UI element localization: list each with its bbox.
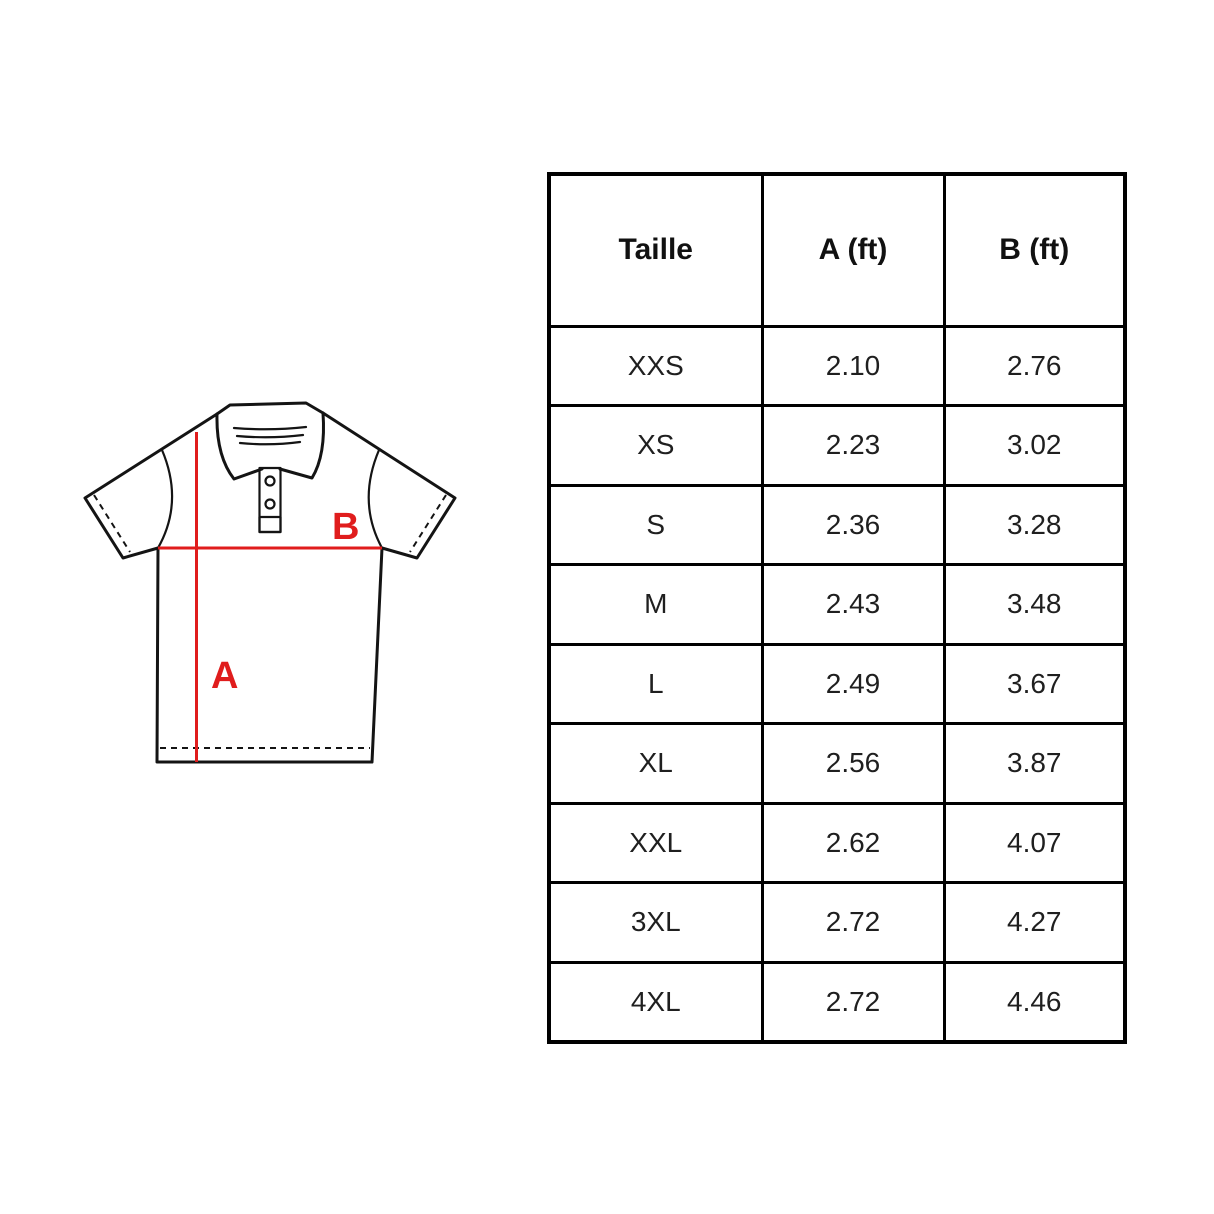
a-value-cell: 2.56 [760,722,946,805]
collar-fold-line-2 [235,433,305,439]
a-value-cell: 2.43 [760,563,946,646]
b-value-cell: 3.02 [942,404,1127,487]
collar-fold-line-3 [238,440,302,446]
b-value-cell: 4.27 [942,881,1127,964]
a-value-cell: 2.36 [760,483,946,566]
header-row: Taille A (ft) B (ft) [547,172,1127,328]
size-table-header: Taille A (ft) B (ft) [547,172,1127,328]
b-value-cell: 3.67 [942,642,1127,725]
size-cell: M [547,563,764,646]
size-cell: XL [547,722,764,805]
a-value-cell: 2.10 [760,324,946,407]
a-value-cell: 2.72 [760,881,946,964]
collar-left-leaf [215,412,264,481]
table-row: XS 2.23 3.02 [547,404,1127,487]
collar-right-leaf [278,411,325,480]
b-value-cell: 3.48 [942,563,1127,646]
a-value-cell: 2.62 [760,801,946,884]
size-cell: 4XL [547,960,764,1043]
a-value-cell: 2.49 [760,642,946,725]
table-row: 4XL 2.72 4.46 [547,960,1127,1043]
size-cell: XS [547,404,764,487]
collar-outline [215,401,325,416]
placket-bottom-box [258,515,282,534]
header-b-ft: B (ft) [942,172,1127,328]
size-table: Taille A (ft) B (ft) XXS 2.10 2.76 XS 2.… [547,172,1127,1044]
size-cell: XXL [547,801,764,884]
table-row: 3XL 2.72 4.27 [547,881,1127,964]
table-row: L 2.49 3.67 [547,642,1127,725]
b-value-cell: 2.76 [942,324,1127,407]
placket-button-top-icon [264,475,276,487]
header-taille: Taille [547,172,764,328]
size-cell: XXS [547,324,764,407]
size-cell: L [547,642,764,725]
table-row: S 2.36 3.28 [547,483,1127,566]
size-cell: S [547,483,764,566]
b-value-cell: 3.87 [942,722,1127,805]
size-cell: 3XL [547,881,764,964]
right-sleeve-hem-dashes [409,494,447,553]
size-table-body: XXS 2.10 2.76 XS 2.23 3.02 S 2.36 3.28 M… [547,324,1127,1043]
b-value-cell: 4.46 [942,960,1127,1043]
table-row: XXL 2.62 4.07 [547,801,1127,884]
table-row: M 2.43 3.48 [547,563,1127,646]
left-armhole-seam [156,448,174,550]
left-sleeve-hem-dashes [93,494,131,553]
b-value-cell: 4.07 [942,801,1127,884]
placket-button-bottom-icon [264,498,276,510]
collar-fold-line-1 [232,425,308,431]
a-value-cell: 2.72 [760,960,946,1043]
a-value-cell: 2.23 [760,404,946,487]
b-value-cell: 3.28 [942,483,1127,566]
measurement-label-b: B [332,506,359,548]
header-a-ft: A (ft) [760,172,946,328]
measurement-label-a: A [211,655,238,697]
table-row: XL 2.56 3.87 [547,722,1127,805]
right-armhole-seam [367,448,384,550]
shirt-outline [83,411,457,764]
table-row: XXS 2.10 2.76 [547,324,1127,407]
